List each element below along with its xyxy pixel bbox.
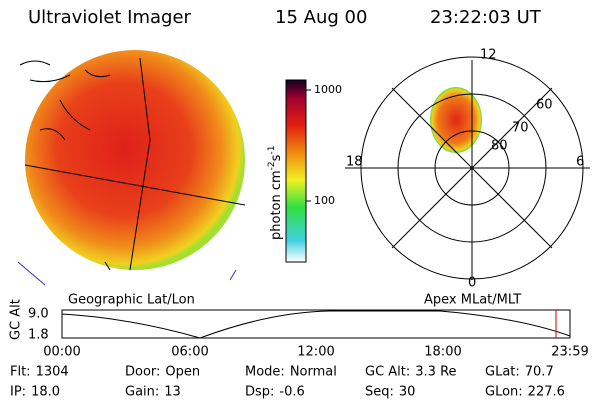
mlt-label: 12 (480, 48, 497, 63)
mlt-label: 0 (468, 276, 476, 291)
title: Ultraviolet Imager (28, 7, 192, 28)
field-value: 3.3 Re (415, 365, 456, 380)
field-value: Open (165, 365, 200, 380)
mlt-label: 6 (576, 155, 584, 170)
x-tick: 18:00 (424, 345, 461, 360)
field-label: Seq: (365, 385, 394, 400)
field-value: 30 (399, 385, 416, 400)
field-label: IP: (10, 385, 26, 400)
time: 23:22:03 UT (430, 7, 542, 28)
field-value: 70.7 (525, 365, 554, 380)
x-tick: 12:00 (297, 345, 334, 360)
field-label: Door: (125, 365, 160, 380)
field-value: 18.0 (31, 385, 60, 400)
field-label: Dsp: (245, 385, 274, 400)
date: 15 Aug 00 (275, 7, 367, 28)
field-label: GLon: (485, 385, 523, 400)
x-tick: 23:59 (551, 345, 588, 360)
altitude-plot (61, 309, 571, 339)
field-label: Mode: (245, 365, 285, 380)
field-label: Gain: (125, 385, 159, 400)
y-label: GC Alt (9, 299, 24, 340)
field-value: 227.6 (528, 385, 565, 400)
panel-label: Geographic Lat/Lon (68, 293, 195, 308)
field-label: GC Alt: (365, 365, 410, 380)
lat-label: 70 (512, 121, 529, 136)
y-tick: 9.0 (28, 307, 49, 322)
field-value: 13 (164, 385, 181, 400)
x-tick: 06:00 (171, 345, 208, 360)
lat-label: 80 (491, 139, 508, 154)
panel-label: Apex MLat/MLT (424, 293, 521, 308)
field-value: Normal (290, 365, 337, 380)
y-tick: 1.8 (28, 328, 49, 343)
field-label: GLat: (485, 365, 520, 380)
field-label: Flt: (10, 365, 31, 380)
field-value: -0.6 (279, 385, 304, 400)
geo-image (17, 50, 246, 286)
cb-label: photon cm-2s-1 (267, 146, 284, 240)
field-value: 1304 (36, 365, 69, 380)
mlt-label: 18 (346, 155, 363, 170)
colorbar (285, 79, 307, 263)
x-tick: 00:00 (43, 345, 80, 360)
cb-tick: 1000 (314, 83, 342, 96)
cb-tick: 100 (314, 194, 335, 207)
lat-label: 60 (536, 98, 553, 113)
polar-plot (345, 56, 590, 280)
